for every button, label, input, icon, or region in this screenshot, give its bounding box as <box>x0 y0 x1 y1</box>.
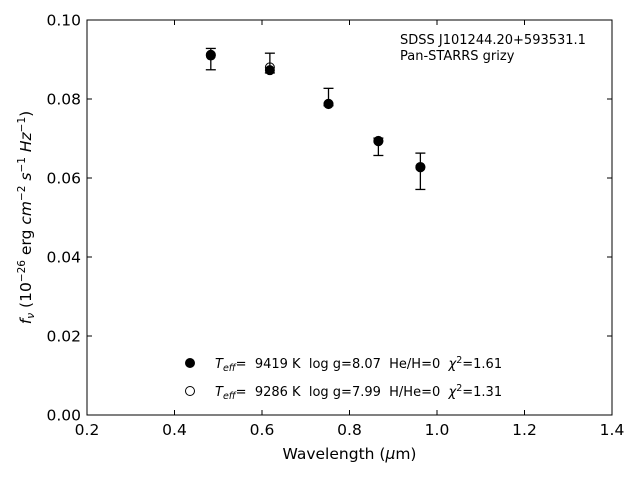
x-tick-label: 0.8 <box>337 421 362 439</box>
legend-teff-2: 9286 K <box>255 385 301 400</box>
legend-marker-open <box>185 386 195 396</box>
legend-logg-1: log g=8.07 <box>309 357 381 372</box>
y-tick-label: 0.10 <box>46 12 81 30</box>
legend-label-1: Teff= 9419 K log g=8.07 He/H=0 χ2=1.61 <box>215 355 502 374</box>
annotation-line2: Pan-STARRS grizy <box>400 49 515 64</box>
tick-labels: 0.2 0.4 0.6 0.8 1.0 1.2 1.4 0.00 0.02 0.04 0.06 0.0… <box>46 12 624 440</box>
legend-logg-2: log g=7.99 <box>309 385 381 400</box>
legend-marker-filled <box>185 358 195 368</box>
x-axis-label: Wavelength (μm) <box>283 445 417 463</box>
x-tick-label: 0.2 <box>75 421 100 439</box>
error-bars <box>205 47 426 191</box>
legend-comp-1: He/H=0 <box>389 357 440 372</box>
legend-comp-2: H/He=0 <box>389 385 440 400</box>
legend-label-2: Teff= 9286 K log g=7.99 H/He=0 χ2=1.31 <box>215 383 502 402</box>
x-tick-label: 1.0 <box>425 421 450 439</box>
model-point-filled <box>205 49 216 60</box>
model-point-open <box>323 99 334 110</box>
data-points <box>205 49 426 173</box>
x-tick-label: 1.4 <box>600 421 625 439</box>
y-tick-label: 0.00 <box>46 407 81 425</box>
annotation-line1: SDSS J101244.20+593531.1 <box>400 33 586 48</box>
y-tick-label: 0.02 <box>46 328 81 346</box>
y-tick-label: 0.06 <box>46 170 81 188</box>
y-tick-label: 0.08 <box>46 91 81 109</box>
legend-chi2-2: =1.31 <box>462 385 502 400</box>
x-tick-label: 0.6 <box>250 421 275 439</box>
y-tick-label: 0.04 <box>46 249 81 267</box>
legend-teff-1: 9419 K <box>255 357 301 372</box>
model-point-open <box>415 162 426 173</box>
x-tick-label: 1.2 <box>512 421 537 439</box>
model-point-open <box>373 136 384 147</box>
legend: Teff= 9419 K log g=8.07 He/H=0 χ2=1.61 T… <box>185 355 502 402</box>
y-axis-label: fν (10−26 erg cm−2 s−1 Hz−1) <box>16 111 37 324</box>
model-point-filled <box>264 65 275 76</box>
ticks <box>86 19 613 416</box>
model-point-open <box>264 62 275 73</box>
model-point-open <box>205 50 216 61</box>
legend-chi2-1: =1.61 <box>462 357 502 372</box>
x-tick-label: 0.4 <box>162 421 187 439</box>
plot-frame <box>86 19 613 416</box>
